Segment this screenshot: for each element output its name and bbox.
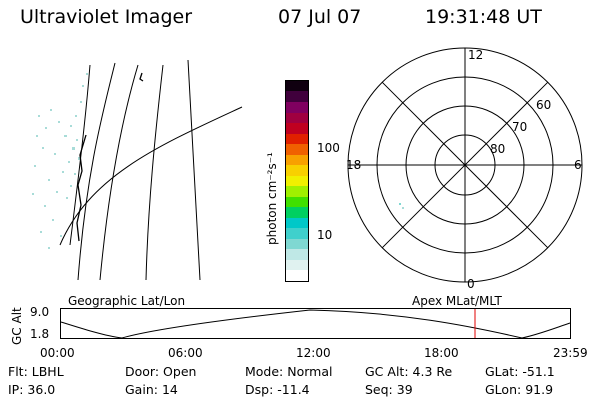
param-value: 39	[396, 382, 413, 397]
colorbar-segment	[286, 91, 308, 102]
colorbar-segment	[286, 154, 308, 166]
timeline-xtick-1200: 12:00	[296, 346, 331, 360]
param-mode: Mode: Normal	[245, 364, 333, 379]
param-dsp: Dsp: -11.4	[245, 382, 310, 397]
auroral-emission-speckle	[399, 203, 401, 205]
colorbar-segment	[286, 112, 308, 124]
param-value: 36.0	[27, 382, 56, 397]
colorbar-segment	[286, 249, 308, 260]
timeline-xtick-2359: 23:59	[553, 346, 588, 360]
param-key: Gain:	[125, 382, 158, 397]
param-key: Door:	[125, 364, 160, 379]
timeline-xtick-0600: 06:00	[168, 346, 203, 360]
coastline	[76, 134, 87, 242]
param-glat: GLat: -51.1	[485, 364, 555, 379]
param-gc-alt: GC Alt: 4.3 Re	[365, 364, 452, 379]
colorbar-tick-100: 100	[317, 141, 340, 155]
timeline-ytick-min: 1.8	[30, 327, 50, 341]
param-key: GLon:	[485, 382, 522, 397]
latitude-line	[59, 106, 243, 246]
timeline-frame	[60, 308, 571, 339]
longitude-line	[69, 64, 91, 246]
apex-panel-label: Apex MLat/MLT	[412, 294, 502, 308]
timeline-xtick-1800: 18:00	[424, 346, 459, 360]
colorbar-segment	[286, 101, 308, 113]
longitude-line	[77, 62, 116, 281]
param-key: IP:	[8, 382, 24, 397]
param-key: Mode:	[245, 364, 284, 379]
param-value: 91.9	[525, 382, 554, 397]
colorbar-segment	[286, 196, 308, 208]
colorbar-segment	[286, 165, 308, 176]
param-door: Door: Open	[125, 364, 196, 379]
lat-label-60: 60	[536, 98, 551, 112]
param-value: Open	[163, 364, 197, 379]
param-flt: Flt: LBHL	[8, 364, 64, 379]
mlt-label-12: 12	[468, 48, 483, 62]
colorbar-segment	[286, 270, 308, 281]
colorbar-segment	[286, 259, 308, 271]
mlt-line-diagonal	[381, 81, 549, 249]
mlt-label-18: 18	[346, 158, 361, 172]
colorbar-unit-label: photon cm⁻²s⁻¹	[265, 152, 279, 245]
lat-label-80: 80	[490, 142, 505, 156]
param-key: Dsp:	[245, 382, 274, 397]
colorbar-segment	[286, 144, 308, 155]
colorbar-segment	[286, 133, 308, 145]
param-value: 14	[161, 382, 178, 397]
lat-label-70: 70	[512, 120, 527, 134]
altitude-timeline-plot	[60, 308, 571, 339]
instrument-title: Ultraviolet Imager	[20, 6, 193, 28]
observation-time: 19:31:48 UT	[425, 6, 542, 28]
param-value: -51.1	[522, 364, 555, 379]
timeline-ytick-max: 9.0	[30, 305, 50, 319]
param-glon: GLon: 91.9	[485, 382, 553, 397]
colorbar-segment	[286, 123, 308, 134]
param-value: LBHL	[31, 364, 64, 379]
param-value: -11.4	[277, 382, 310, 397]
param-value: Normal	[287, 364, 333, 379]
lat-lon-grid	[59, 59, 243, 281]
longitude-line	[187, 59, 201, 281]
colorbar-segment	[286, 186, 308, 197]
colorbar-tick-10: 10	[317, 228, 333, 242]
colorbar-segment	[286, 175, 308, 187]
colorbar-segment	[286, 80, 308, 92]
apex-polar-dial: 12 18 6 0 60 70 80	[346, 47, 583, 291]
param-seq: Seq: 39	[365, 382, 413, 397]
colorbar	[285, 80, 309, 282]
auroral-emission-speckle	[402, 207, 404, 209]
colorbar-segment	[286, 238, 308, 250]
geographic-panel-label: Geographic Lat/Lon	[68, 294, 186, 308]
colorbar-segment	[286, 207, 308, 218]
longitude-line	[145, 64, 164, 281]
param-gain: Gain: 14	[125, 382, 178, 397]
longitude-line	[99, 64, 139, 281]
colorbar-segment	[286, 228, 308, 239]
param-ip: IP: 36.0	[8, 382, 55, 397]
mlt-label-6: 6	[574, 158, 582, 172]
altitude-curve	[60, 309, 571, 339]
param-value: 4.3 Re	[412, 364, 453, 379]
auroral-emission-speckle	[32, 73, 88, 249]
geographic-image-panel	[32, 59, 243, 281]
param-key: GC Alt:	[365, 364, 409, 379]
colorbar-segment	[286, 217, 308, 229]
coastline	[139, 72, 144, 82]
param-key: Seq:	[365, 382, 393, 397]
observation-date: 07 Jul 07	[278, 6, 362, 28]
param-key: Flt:	[8, 364, 28, 379]
param-key: GLat:	[485, 364, 519, 379]
timeline-axis-label: GC Alt	[10, 307, 24, 345]
mlt-label-0: 0	[467, 277, 475, 291]
timeline-xtick-0000: 00:00	[40, 346, 75, 360]
